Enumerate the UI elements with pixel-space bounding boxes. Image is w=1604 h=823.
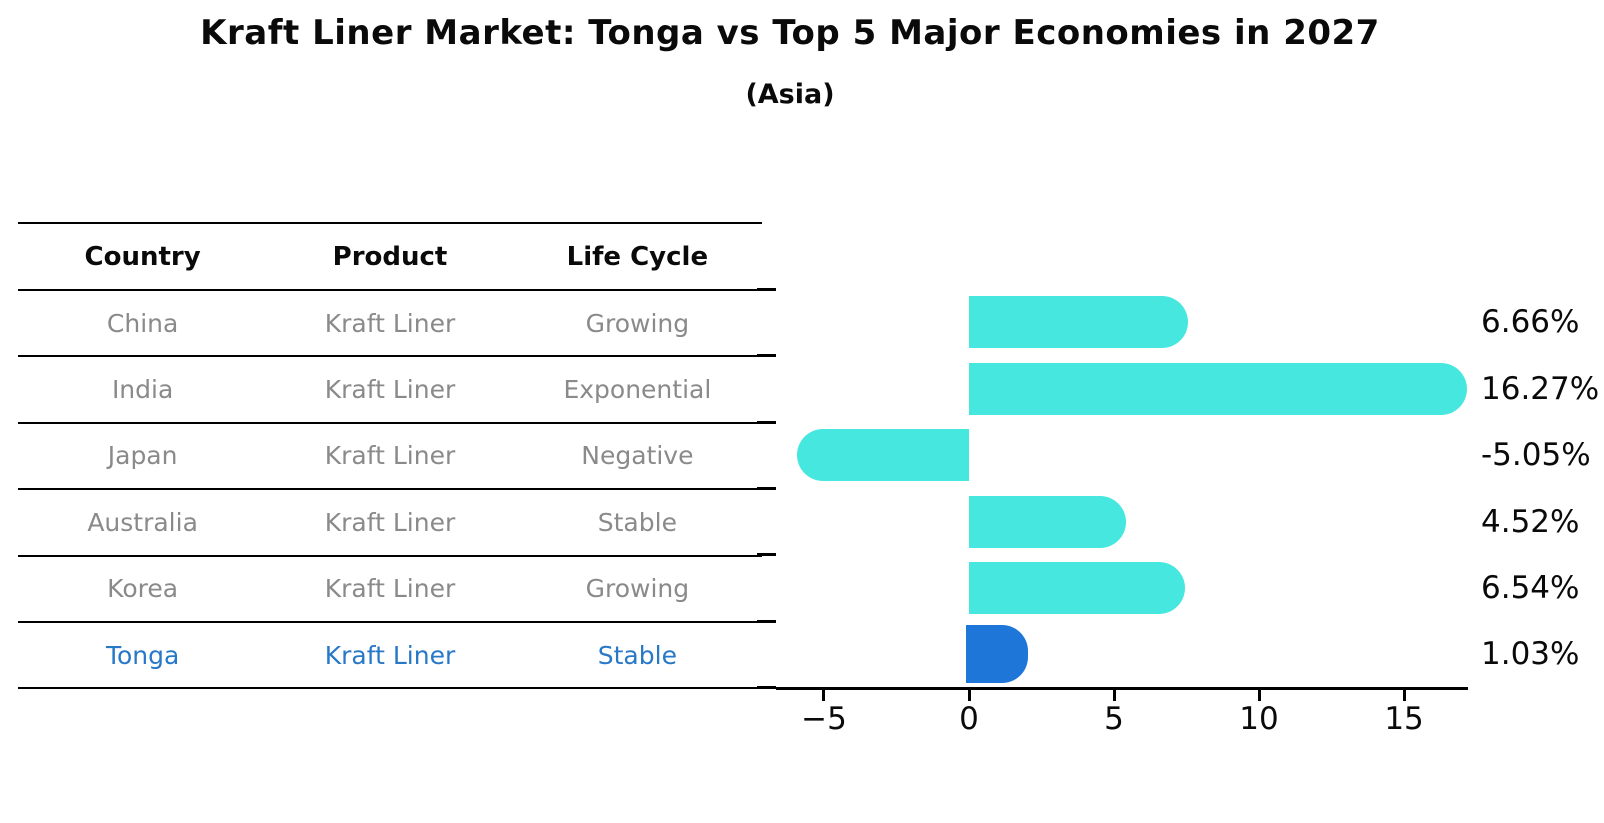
bar-korea (969, 562, 1185, 614)
bar-japan (796, 429, 969, 482)
cell-product: Kraft Liner (324, 375, 456, 405)
table-row-china: China Kraft Liner Growing (18, 291, 762, 358)
y-tick (757, 420, 776, 424)
table-row-india: India Kraft Liner Exponential (18, 357, 762, 424)
cell-life-cycle: Exponential (563, 375, 712, 405)
cell-product: Kraft Liner (324, 507, 456, 537)
y-tick (757, 619, 776, 623)
table-row-tonga: Tonga Kraft Liner Stable (18, 623, 762, 690)
y-tick (757, 287, 776, 291)
table-header-cell-life-cycle: Life Cycle (566, 241, 709, 272)
x-tick (1402, 689, 1406, 701)
cell-country: Japan (107, 441, 178, 471)
x-tick-label: 10 (1239, 701, 1279, 737)
value-label-japan: -5.05% (1481, 437, 1591, 474)
bar-tonga (966, 625, 1028, 684)
data-table: Country Product Life Cycle China Kraft Liner… (18, 222, 762, 690)
cell-product: Kraft Liner (324, 574, 456, 604)
value-label-india: 16.27% (1481, 370, 1600, 407)
x-tick-label: 5 (1104, 701, 1124, 737)
cell-country: Australia (87, 507, 198, 537)
cell-country: China (106, 308, 179, 338)
bar-australia (969, 495, 1127, 548)
cell-product: Kraft Liner (324, 441, 456, 471)
x-tick (822, 689, 826, 701)
x-tick (1112, 689, 1116, 701)
cell-life-cycle: Growing (585, 574, 690, 604)
table-header-row: Country Product Life Cycle (18, 224, 762, 291)
value-label-korea: 6.54% (1481, 570, 1580, 606)
x-tick (967, 689, 971, 701)
cell-life-cycle: Negative (581, 441, 694, 471)
cell-country: India (111, 375, 174, 405)
y-tick (757, 686, 776, 690)
cell-country: Tonga (105, 640, 180, 670)
value-label-australia: 4.52% (1481, 503, 1580, 540)
x-tick-label: 0 (959, 701, 979, 737)
y-tick (757, 354, 776, 358)
cell-life-cycle: Growing (585, 308, 690, 338)
cell-life-cycle: Stable (597, 640, 677, 670)
cell-product: Kraft Liner (324, 308, 456, 338)
bar-india (969, 362, 1467, 415)
bar-china (969, 296, 1189, 349)
table-header-cell-product: Product (332, 241, 448, 272)
table-row-australia: Australia Kraft Liner Stable (18, 490, 762, 557)
table-row-japan: Japan Kraft Liner Negative (18, 424, 762, 491)
table-header-cell-country: Country (84, 241, 201, 272)
value-label-tonga: 1.03% (1481, 636, 1580, 673)
cell-country: Korea (107, 574, 179, 604)
table-row-korea: Korea Kraft Liner Growing (18, 557, 762, 623)
x-tick (1257, 689, 1261, 701)
y-tick (757, 486, 776, 490)
chart-title: Kraft Liner Market: Tonga vs Top 5 Major… (200, 13, 1380, 53)
x-tick-label: −5 (801, 701, 847, 737)
x-tick-label: 15 (1384, 701, 1424, 737)
cell-life-cycle: Stable (597, 507, 677, 537)
x-axis (776, 686, 1468, 690)
value-label-china: 6.66% (1481, 304, 1580, 341)
y-tick (757, 553, 776, 557)
cell-product: Kraft Liner (324, 640, 456, 670)
chart-subtitle: (Asia) (745, 79, 835, 110)
